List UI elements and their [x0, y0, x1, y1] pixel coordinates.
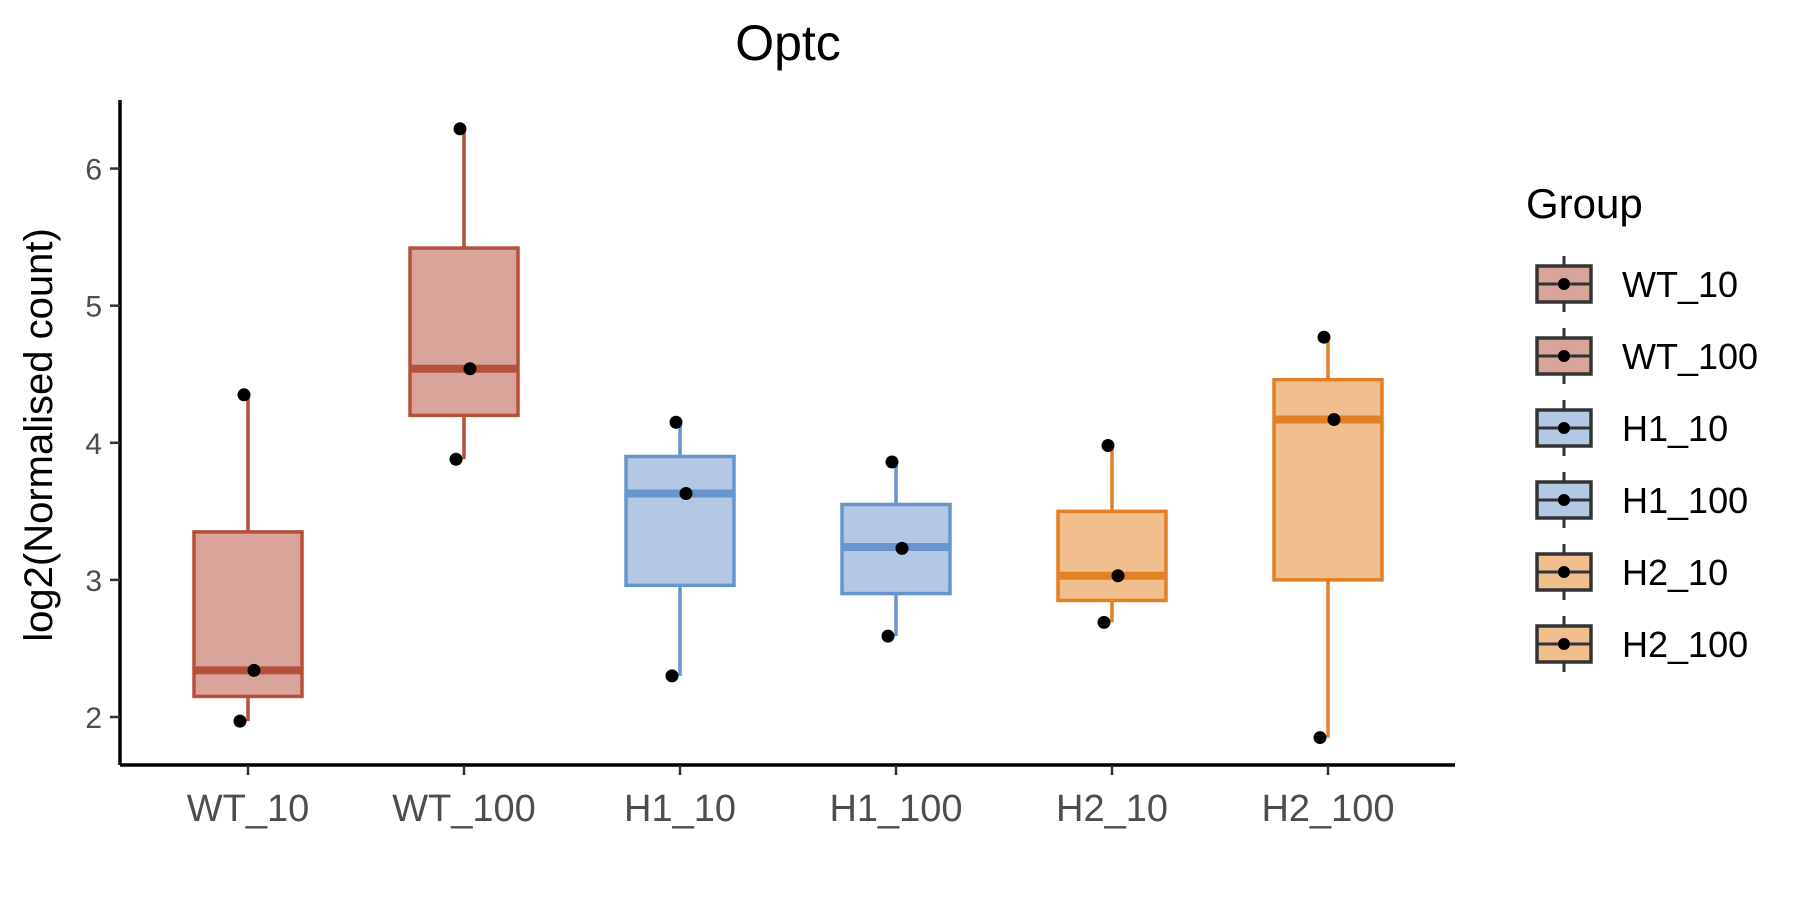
legend-item-WT_10: WT_10: [1535, 256, 1738, 312]
legend-key-point: [1558, 494, 1570, 506]
data-point: [665, 669, 679, 683]
x-tick-label: WT_10: [187, 788, 309, 830]
y-tick-label: 3: [85, 565, 102, 598]
data-point: [679, 487, 693, 501]
data-point: [669, 415, 683, 429]
y-tick-label: 5: [85, 291, 102, 324]
legend-key-point: [1558, 278, 1570, 290]
axes: 2 3 4 5 6 WT_10 WT_100 H1_10 H1_100 H2_10 H2_100: [85, 100, 1455, 830]
data-point: [247, 663, 261, 677]
box-H2_10: [1056, 439, 1168, 629]
legend-key-point: [1558, 422, 1570, 434]
box-WT_100: [408, 122, 520, 466]
data-point: [1111, 569, 1125, 583]
plot-area: [192, 122, 1384, 745]
legend-label: WT_10: [1622, 264, 1738, 305]
chart-title: Optc: [735, 15, 841, 71]
legend-item-H2_10: H2_10: [1535, 544, 1728, 600]
box-body: [1272, 377, 1384, 582]
legend: Group WT_10 WT_100 H1_10 H1_100 H2_10 H2_100: [1526, 180, 1758, 672]
box-H1_10: [624, 415, 736, 683]
data-point: [449, 452, 463, 466]
legend-label: H2_10: [1622, 552, 1728, 593]
x-tick-label: H2_100: [1261, 788, 1394, 830]
data-point: [233, 714, 247, 728]
x-tick-label: WT_100: [392, 788, 536, 830]
box-body: [1056, 509, 1168, 603]
box-H2_100: [1272, 330, 1384, 745]
box-body: [408, 246, 520, 418]
y-tick-label: 4: [85, 428, 102, 461]
y-tick-label: 2: [85, 702, 102, 735]
legend-item-H2_100: H2_100: [1535, 616, 1748, 672]
legend-key-point: [1558, 638, 1570, 650]
data-point: [1313, 731, 1327, 745]
legend-label: WT_100: [1622, 336, 1758, 377]
data-point: [1327, 412, 1341, 426]
data-point: [237, 388, 251, 402]
box-H1_100: [840, 455, 952, 643]
legend-key-point: [1558, 350, 1570, 362]
legend-item-H1_100: H1_100: [1535, 472, 1748, 528]
data-point: [881, 629, 895, 643]
legend-item-H1_10: H1_10: [1535, 400, 1728, 456]
y-tick-label: 6: [85, 154, 102, 187]
x-tick-label: H1_10: [624, 788, 736, 830]
legend-label: H1_10: [1622, 408, 1728, 449]
legend-title: Group: [1526, 180, 1643, 227]
data-point: [453, 122, 467, 136]
box-body: [624, 454, 736, 588]
x-tick-label: H2_10: [1056, 788, 1168, 830]
legend-item-WT_100: WT_100: [1535, 328, 1758, 384]
y-axis-title: log2(Normalised count): [17, 228, 61, 642]
data-point: [895, 541, 909, 555]
legend-label: H1_100: [1622, 480, 1748, 521]
data-point: [463, 362, 477, 376]
data-point: [1101, 439, 1115, 453]
data-point: [1317, 330, 1331, 344]
data-point: [1097, 615, 1111, 629]
legend-label: H2_100: [1622, 624, 1748, 665]
x-tick-label: H1_100: [829, 788, 962, 830]
legend-key-point: [1558, 566, 1570, 578]
box-WT_10: [192, 388, 304, 728]
data-point: [885, 455, 899, 469]
